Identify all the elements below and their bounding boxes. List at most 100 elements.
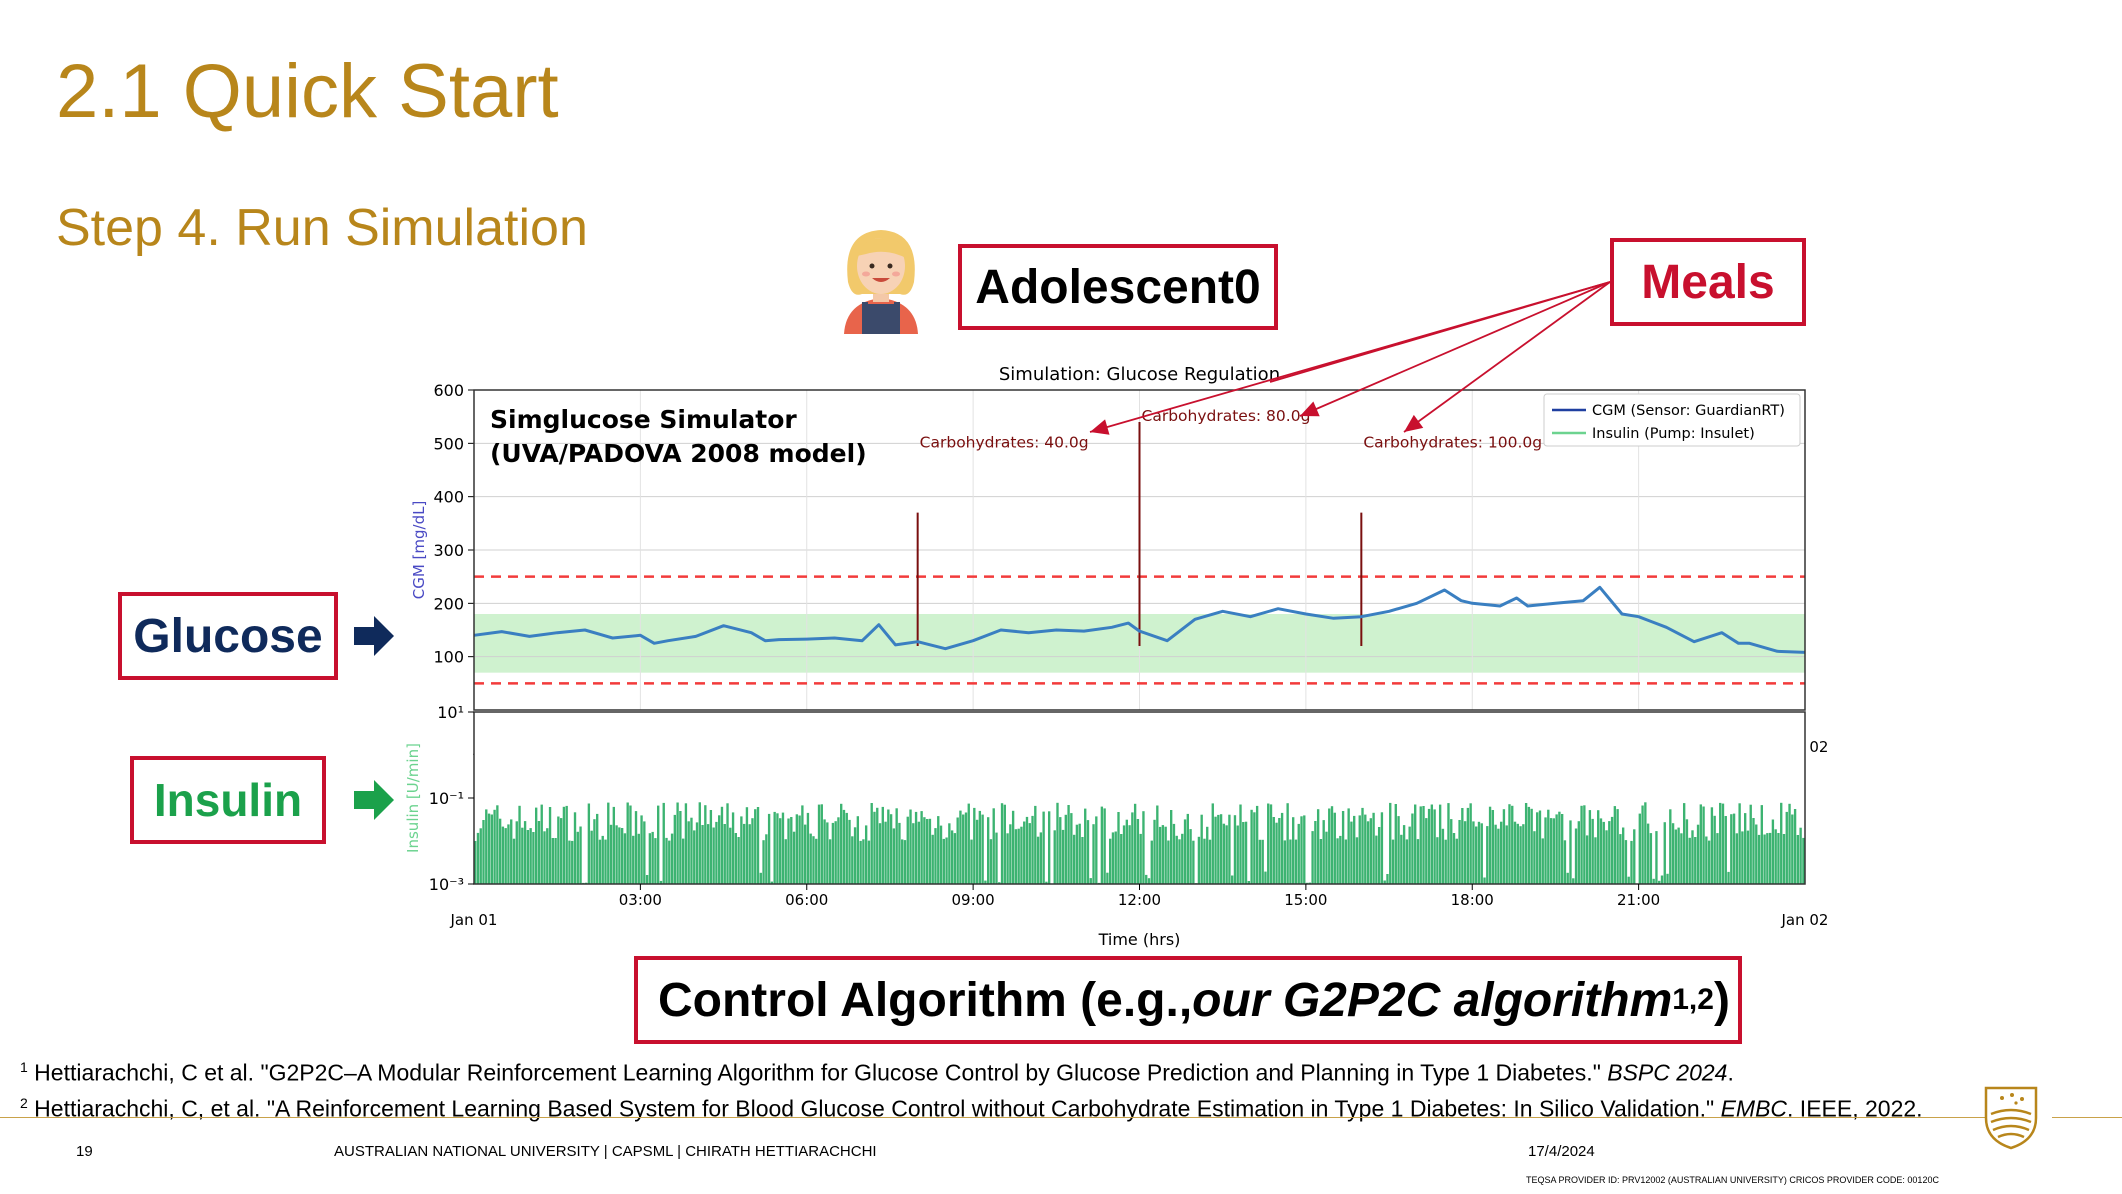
insulin-bar — [1777, 833, 1780, 884]
insulin-bar — [1275, 822, 1278, 884]
cgm-ylabel: CGM [mg/dL] — [410, 501, 428, 600]
insulin-bar — [773, 811, 776, 884]
insulin-bar — [1741, 831, 1744, 884]
insulin-bar — [1688, 837, 1691, 884]
insulin-bar — [620, 828, 624, 884]
insulin-bar — [1014, 829, 1018, 884]
meal-pointer-arrowhead-icon — [1404, 414, 1424, 432]
cgm-ytick-label: 200 — [433, 594, 464, 613]
meal-pointer-arrowhead-icon — [1300, 401, 1320, 417]
insulin-bar — [523, 821, 527, 884]
insulin-bar — [718, 815, 721, 884]
insulin-bar — [612, 806, 616, 884]
insulin-bar — [1036, 836, 1040, 884]
insulin-bar — [1461, 808, 1464, 884]
insulin-bar — [1181, 833, 1184, 884]
insulin-bar — [1580, 805, 1583, 884]
insulin-bar — [1719, 802, 1722, 884]
insulin-bar — [715, 821, 718, 884]
insulin-bar — [737, 837, 740, 884]
insulin-bar — [1458, 820, 1461, 884]
insulin-bar — [792, 831, 796, 884]
insulin-bar — [1145, 874, 1148, 884]
insulin-bar — [709, 810, 713, 884]
insulin-bar — [1566, 872, 1569, 884]
insulin-bar — [953, 833, 957, 884]
insulin-xtick-label: 18:00 — [1451, 891, 1494, 909]
insulin-bar — [623, 833, 627, 884]
insulin-bar — [1436, 837, 1439, 884]
insulin-bar — [1017, 828, 1020, 884]
insulin-bar — [537, 821, 541, 884]
insulin-bar — [1541, 838, 1544, 884]
insulin-bar — [998, 882, 1001, 884]
insulin-bar — [673, 814, 677, 884]
insulin-bar — [1341, 811, 1345, 884]
control-algorithm-callout: Control Algorithm (e.g., our G2P2C algor… — [634, 956, 1742, 1044]
insulin-bar — [1696, 824, 1700, 884]
insulin-ylabel: Insulin [U/min] — [404, 743, 422, 853]
insulin-bar — [668, 840, 671, 884]
insulin-bar — [1508, 804, 1511, 884]
insulin-bar — [1544, 817, 1547, 884]
ref-2-after: . IEEE, 2022. — [1787, 1095, 1923, 1122]
insulin-bar — [479, 828, 482, 884]
insulin-bar — [609, 824, 613, 884]
insulin-bar — [1292, 817, 1295, 884]
insulin-bar — [1655, 831, 1658, 884]
insulin-bar — [532, 832, 535, 884]
insulin-bar — [604, 839, 607, 884]
insulin-bar — [803, 824, 807, 884]
insulin-bar — [1774, 829, 1777, 884]
insulin-bar — [1389, 802, 1392, 884]
insulin-bar — [695, 822, 699, 884]
insulin-bar — [945, 837, 948, 884]
insulin-bar — [1300, 816, 1303, 884]
insulin-bar — [1744, 813, 1747, 884]
references: 1 Hettiarachchi, C et al. "G2P2C–A Modul… — [20, 1052, 1923, 1123]
insulin-bar — [1788, 803, 1791, 884]
insulin-bar — [1366, 821, 1370, 884]
insulin-bar — [1117, 812, 1120, 884]
insulin-bar — [1364, 814, 1367, 884]
glucose-arrow-icon — [354, 616, 394, 656]
insulin-bar — [942, 838, 945, 884]
insulin-bar — [812, 836, 815, 884]
insulin-bar — [892, 828, 896, 884]
insulin-bar — [1042, 811, 1045, 884]
insulin-ytick-label: 10⁻¹ — [429, 789, 464, 808]
insulin-bar — [643, 821, 646, 884]
insulin-bar — [889, 814, 893, 884]
insulin-ytick-label: 10⁻³ — [429, 875, 464, 894]
insulin-bar — [1738, 803, 1741, 884]
insulin-bar — [1158, 826, 1162, 884]
insulin-bar — [1377, 827, 1381, 884]
insulin-bar — [1328, 808, 1331, 884]
insulin-bar — [1475, 826, 1478, 884]
insulin-bar — [1730, 814, 1733, 884]
insulin-bar — [1624, 840, 1628, 884]
insulin-bar — [540, 804, 543, 884]
insulin-bar — [1585, 835, 1589, 884]
insulin-bar — [1763, 834, 1766, 884]
meal-label: Carbohydrates: 100.0g — [1363, 434, 1542, 452]
insulin-bar — [809, 833, 812, 884]
insulin-bar — [1472, 821, 1475, 884]
cgm-ytick-label: 100 — [433, 648, 464, 667]
insulin-bar — [1438, 804, 1442, 884]
insulin-bar — [1652, 878, 1655, 884]
insulin-bar — [1785, 811, 1788, 884]
ref-2-venue: EMBC — [1720, 1095, 1788, 1122]
insulin-bar — [914, 811, 918, 884]
insulin-bar — [1231, 875, 1234, 884]
cgm-ytick-label: 300 — [433, 541, 464, 560]
algo-prefix: Control Algorithm (e.g., — [658, 973, 1193, 1027]
insulin-bar — [1383, 880, 1386, 884]
insulin-bar — [1375, 835, 1378, 884]
insulin-bar — [1344, 839, 1348, 884]
insulin-bar — [1200, 814, 1203, 884]
insulin-bar — [1031, 815, 1034, 884]
insulin-bar — [1233, 815, 1237, 884]
insulin-bar — [1608, 821, 1611, 884]
insulin-bar — [1272, 817, 1275, 884]
